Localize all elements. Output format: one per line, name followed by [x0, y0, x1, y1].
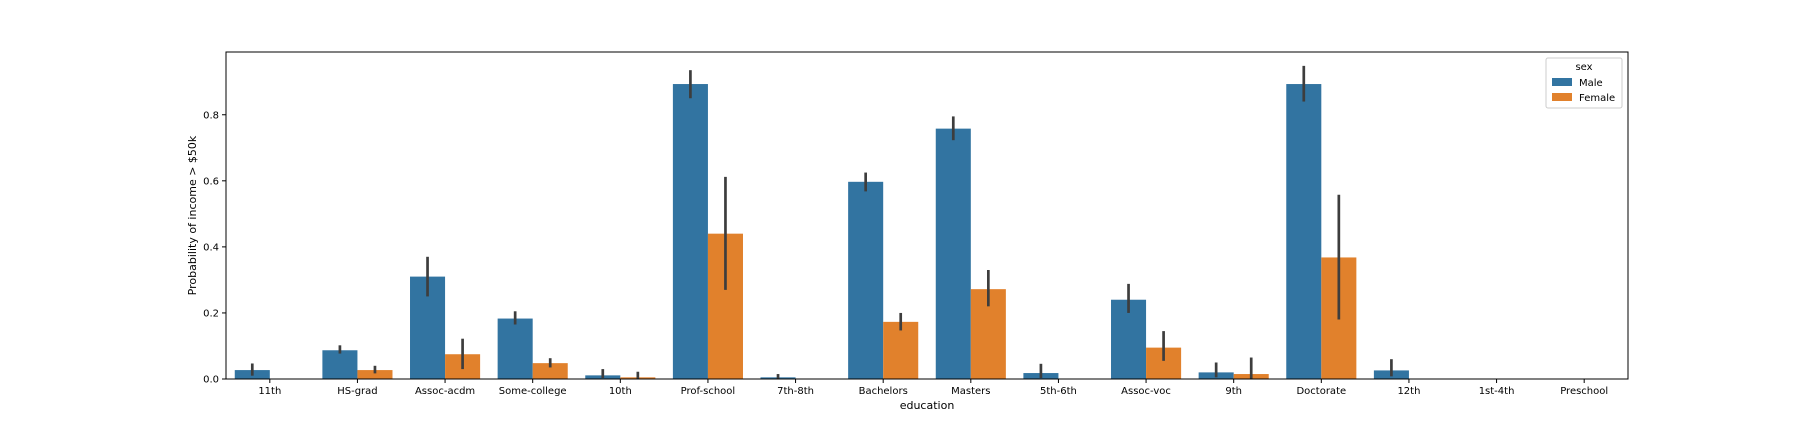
bar-female-bachelors — [883, 321, 919, 379]
legend-label-female: Female — [1579, 93, 1615, 104]
x-tick-label: 7th-8th — [777, 386, 814, 397]
bar-male-doctorate — [1286, 84, 1322, 379]
legend-swatch-female — [1552, 93, 1572, 101]
bar-male-bachelors — [848, 181, 884, 379]
y-axis-label: Probability of income > $50k — [186, 135, 199, 295]
bar-male-hs-grad — [322, 350, 358, 379]
y-axis: 0.0 0.2 0.4 0.6 0.8 — [203, 110, 226, 386]
legend-swatch-male — [1552, 78, 1572, 86]
y-tick-label: 0.6 — [203, 176, 219, 187]
legend-title: sex — [1575, 62, 1592, 73]
y-tick-label: 0.8 — [203, 110, 219, 121]
bar-male-masters — [935, 128, 971, 379]
x-tick-label: 1st-4th — [1479, 386, 1515, 397]
x-tick-label: Some-college — [499, 386, 567, 397]
y-tick-label: 0.0 — [203, 375, 219, 386]
x-tick-label: Prof-school — [681, 386, 736, 397]
x-tick-label: 12th — [1397, 386, 1420, 397]
x-tick-label: 11th — [258, 386, 281, 397]
x-tick-label: Masters — [951, 386, 990, 397]
bar-male-some-college — [497, 318, 533, 379]
x-tick-label: HS-grad — [337, 386, 377, 397]
bar-female-hs-grad — [357, 370, 393, 379]
legend-items: Male Female — [1552, 78, 1615, 104]
x-tick-label: 5th-6th — [1040, 386, 1077, 397]
x-axis: 11th HS-grad Assoc-acdm Some-college 10th Pro… — [258, 379, 1608, 397]
legend-label-male: Male — [1579, 78, 1603, 89]
x-tick-label: Assoc-acdm — [415, 386, 475, 397]
legend: sex Male Female — [1545, 57, 1623, 109]
plot-frame — [225, 51, 1629, 380]
x-tick-label: Preschool — [1560, 386, 1608, 397]
x-tick-label: 9th — [1225, 386, 1242, 397]
x-tick-label: Assoc-voc — [1121, 386, 1171, 397]
bars-layer — [234, 84, 1409, 379]
bar-female-some-college — [532, 363, 568, 379]
x-axis-label: education — [900, 399, 955, 412]
bar-male-prof-school — [672, 84, 708, 379]
x-tick-label: 10th — [609, 386, 632, 397]
x-tick-label: Doctorate — [1296, 386, 1346, 397]
y-tick-label: 0.2 — [203, 308, 219, 319]
x-tick-label: Bachelors — [859, 386, 908, 397]
y-tick-label: 0.4 — [203, 242, 219, 253]
error-bars-layer — [250, 65, 1393, 379]
